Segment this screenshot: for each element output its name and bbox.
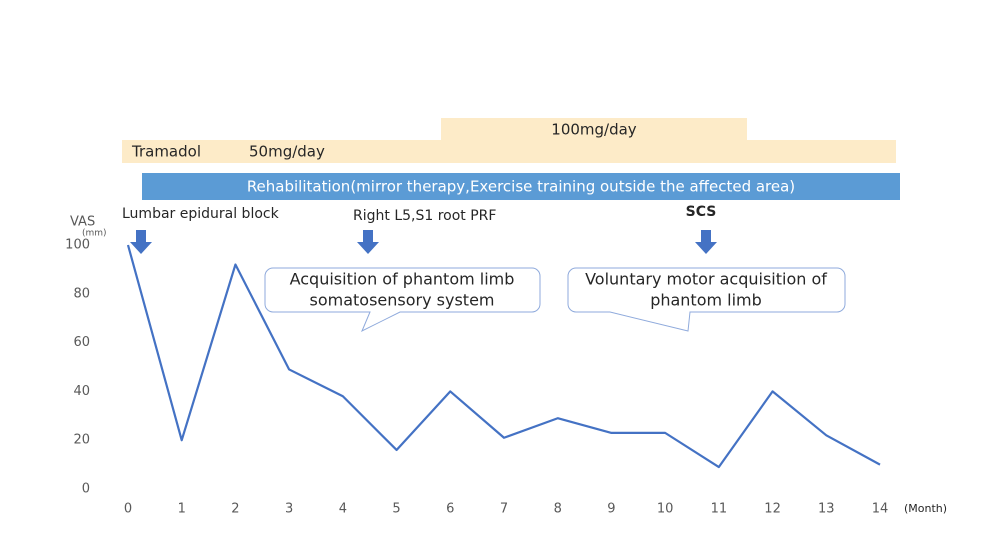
x-tick-label: 12	[764, 502, 781, 517]
event-label: Lumbar epidural block	[122, 206, 280, 222]
x-tick-label: 1	[178, 502, 186, 517]
dose-high: 100mg/day	[551, 121, 637, 139]
x-tick-label: 0	[124, 502, 132, 517]
x-tick-label: 14	[872, 502, 889, 517]
x-tick-label: 9	[607, 502, 615, 517]
rehab-bar	[142, 173, 900, 200]
x-tick-label: 4	[339, 502, 347, 517]
x-tick-label: 8	[554, 502, 562, 517]
arrow	[695, 230, 717, 254]
drug-label: Tramadol	[131, 143, 201, 161]
x-tick-label: 2	[231, 502, 239, 517]
callout-text: phantom limb	[650, 291, 762, 310]
callout-text: somatosensory system	[310, 291, 495, 310]
event-label: SCS	[686, 204, 717, 220]
y-tick-label: 80	[73, 286, 90, 301]
callout	[264, 267, 541, 333]
y-axis-label: VAS	[70, 215, 95, 230]
arrow	[357, 230, 379, 254]
x-tick-label: 3	[285, 502, 293, 517]
y-tick-label: 60	[73, 335, 90, 350]
y-axis-unit: (mm)	[82, 229, 107, 239]
y-tick-label: 100	[65, 238, 90, 253]
x-tick-label: 13	[818, 502, 835, 517]
x-tick-label: 10	[657, 502, 674, 517]
callout-text: Acquisition of phantom limb	[290, 270, 515, 289]
arrows	[130, 230, 717, 254]
x-tick-label: 11	[711, 502, 728, 517]
y-tick-label: 40	[73, 384, 90, 399]
event-label: Right L5,S1 root PRF	[353, 208, 496, 224]
x-tick-label: 6	[446, 502, 454, 517]
x-axis-label: (Month)	[904, 502, 947, 515]
dose-band-high	[441, 118, 747, 141]
x-tick-label: 7	[500, 502, 508, 517]
y-tick-label: 0	[82, 482, 90, 497]
line	[126, 244, 881, 469]
arrow	[130, 230, 152, 254]
callout	[567, 267, 846, 332]
callout-text: Voluntary motor acquisition of	[585, 270, 827, 289]
dose-band	[122, 140, 896, 163]
x-tick-label: 5	[392, 502, 400, 517]
y-tick-label: 20	[73, 433, 90, 448]
rehab-label: Rehabilitation(mirror therapy,Exercise t…	[247, 178, 795, 196]
dose-low: 50mg/day	[249, 143, 325, 161]
